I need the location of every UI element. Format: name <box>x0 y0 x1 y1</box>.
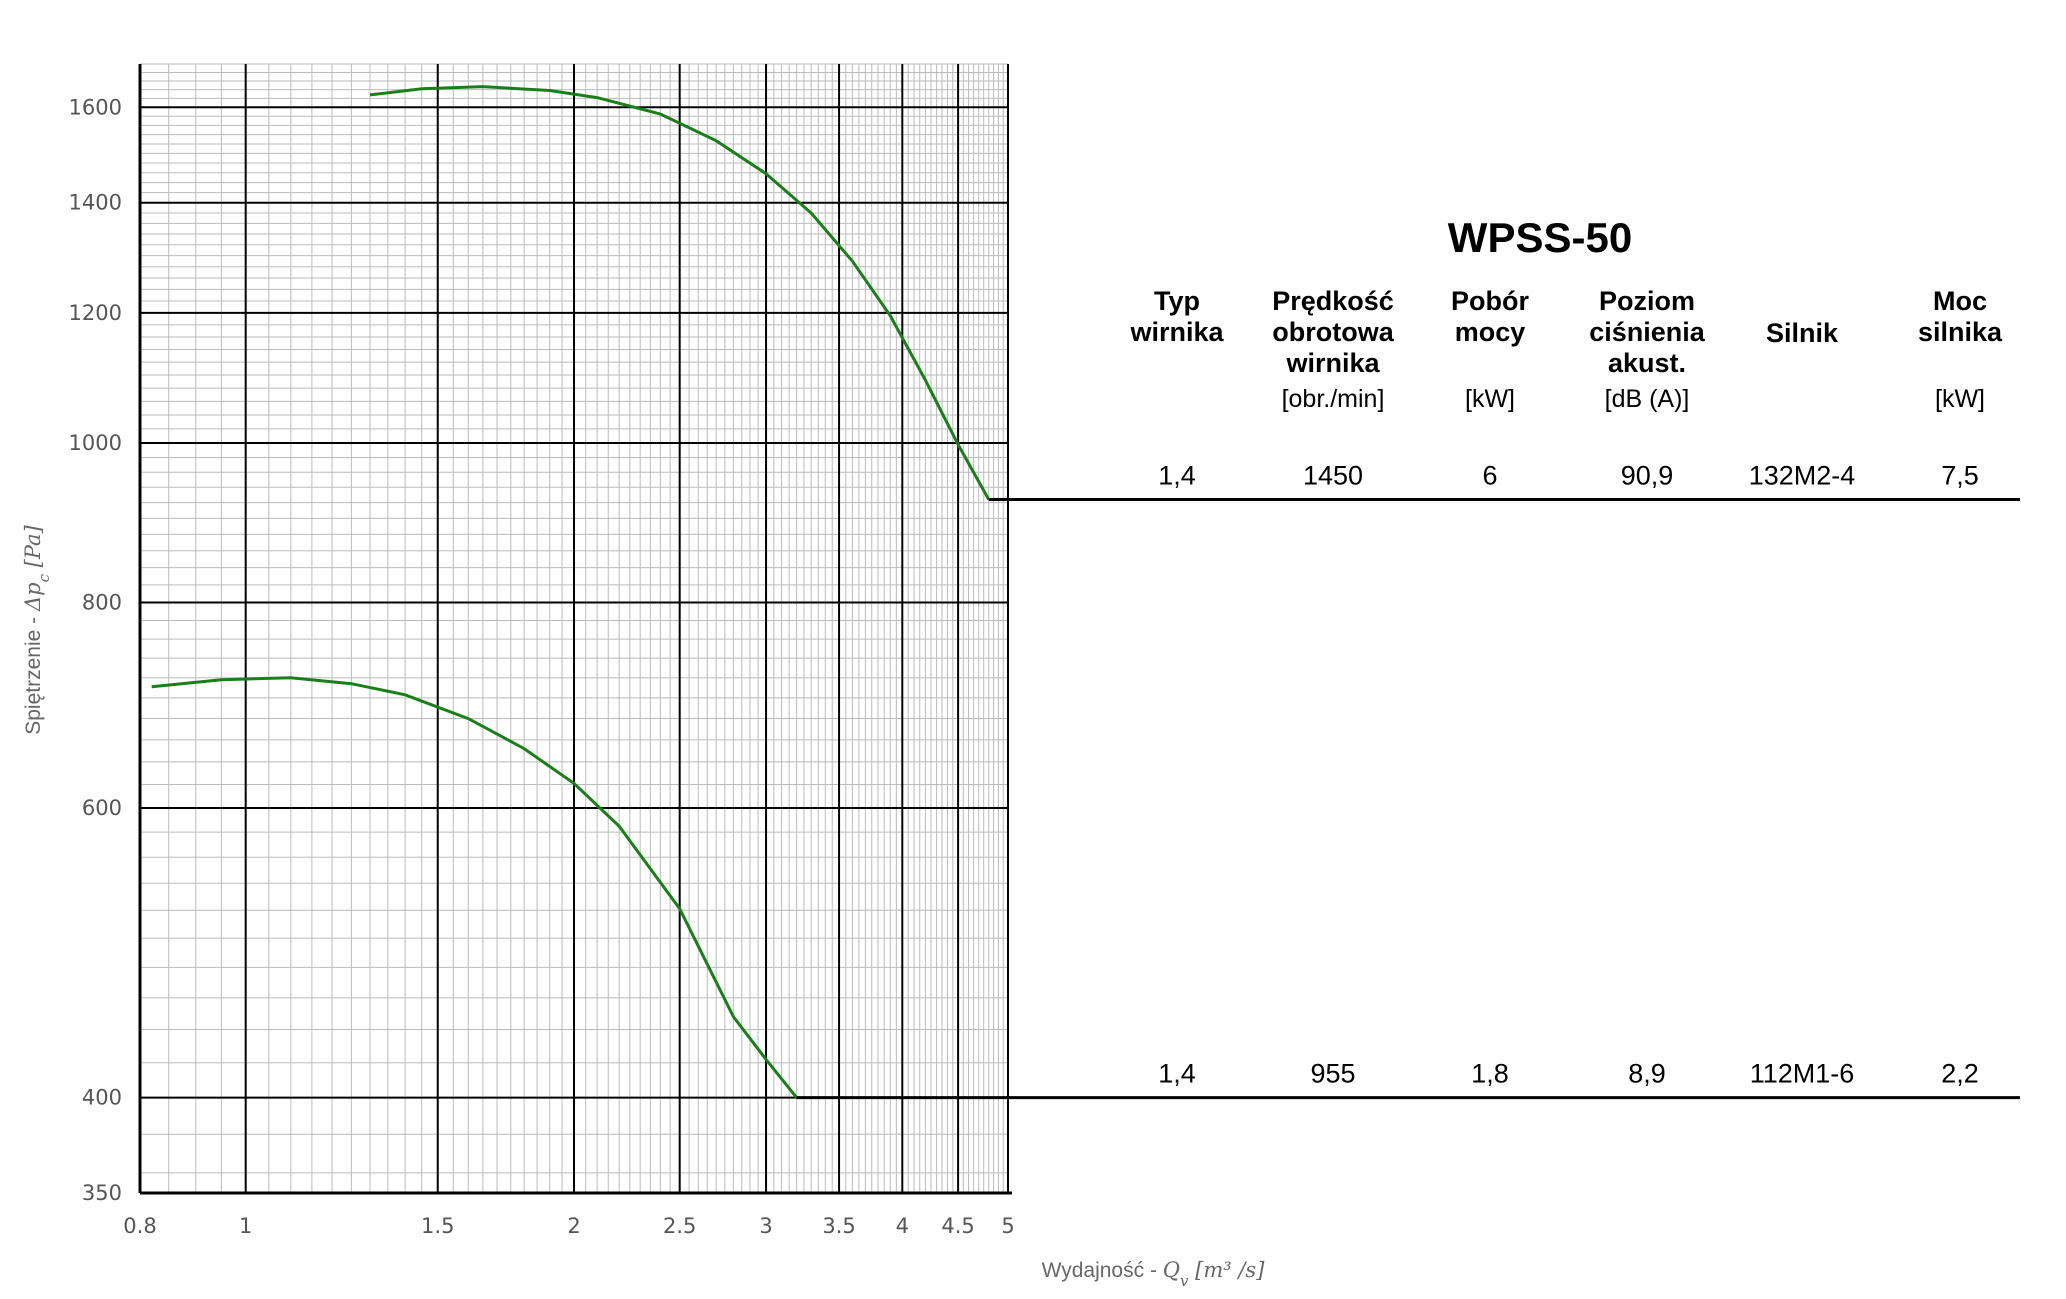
table-header-1: wirnika <box>1129 317 1224 347</box>
table-unit-6: [kW] <box>1935 385 1985 413</box>
x-axis-label: Wydajność - Qv [m³ /s] <box>1042 1258 1266 1290</box>
table-header-6: silnika <box>1918 317 2003 347</box>
table-cell: 1,4 <box>1158 1059 1196 1089</box>
major-grid <box>138 64 1012 1195</box>
table-header-2: Prędkość <box>1272 286 1394 316</box>
table-header-3: Pobór <box>1451 286 1529 316</box>
table-cell: 8,9 <box>1628 1059 1666 1089</box>
performance-table: TypwirnikaPrędkośćobrotowawirnika[obr./m… <box>1129 286 2003 1089</box>
table-header-5: Silnik <box>1766 318 1839 348</box>
y-tick-label: 1600 <box>69 95 122 119</box>
x-tick-label: 5 <box>1001 1214 1014 1238</box>
chart-title: WPSS-50 <box>1448 214 1632 261</box>
y-axis-label: Spiętrzenie - Δpc [Pa] <box>21 524 53 734</box>
y-tick-label: 400 <box>82 1086 122 1110</box>
table-cell: 955 <box>1310 1059 1355 1089</box>
x-tick-label: 2 <box>567 1214 580 1238</box>
table-header-2: wirnika <box>1285 348 1380 378</box>
table-header-3: mocy <box>1455 317 1526 347</box>
table-header-1: Typ <box>1154 286 1200 316</box>
y-tick-label: 600 <box>82 796 122 820</box>
table-header-4: ciśnienia <box>1589 317 1706 347</box>
table-unit-4: [dB (A)] <box>1605 385 1690 413</box>
table-cell: 90,9 <box>1621 461 1674 491</box>
x-tick-label: 0.8 <box>123 1214 156 1238</box>
table-cell: 6 <box>1482 461 1497 491</box>
table-cell: 2,2 <box>1941 1059 1979 1089</box>
table-cell: 112M1-6 <box>1750 1059 1855 1089</box>
x-tick-label: 3 <box>759 1214 772 1238</box>
x-tick-label: 2.5 <box>663 1214 696 1238</box>
x-tick-label: 4 <box>896 1214 909 1238</box>
y-tick-label: 1000 <box>69 431 122 455</box>
curves <box>151 85 2020 1100</box>
y-tick-label: 1400 <box>69 191 122 215</box>
fan-curve-2 <box>151 676 798 1099</box>
table-header-2: obrotowa <box>1272 317 1394 347</box>
y-tick-label: 350 <box>82 1181 122 1205</box>
table-cell: 1,8 <box>1471 1059 1509 1089</box>
x-tick-label: 4.5 <box>941 1214 974 1238</box>
x-tick-label: 1.5 <box>421 1214 454 1238</box>
fan-curve-1 <box>369 85 991 501</box>
table-header-4: Poziom <box>1599 286 1695 316</box>
table-unit-3: [kW] <box>1465 385 1515 413</box>
x-tick-label: 1 <box>239 1214 252 1238</box>
table-unit-2: [obr./min] <box>1282 385 1385 413</box>
tick-labels: 0.8 1 1.5 2 2.5 3 3.5 4 4.5 5 350 400 600 800 1000 1200… <box>69 95 1015 1238</box>
table-cell: 1450 <box>1303 461 1363 491</box>
y-tick-label: 1200 <box>69 301 122 325</box>
y-tick-label: 800 <box>82 590 122 614</box>
table-header-4: akust. <box>1608 348 1686 378</box>
table-cell: 132M2-4 <box>1749 461 1856 491</box>
table-header-6: Moc <box>1933 286 1987 316</box>
table-cell: 7,5 <box>1941 461 1979 491</box>
x-tick-label: 3.5 <box>822 1214 855 1238</box>
table-cell: 1,4 <box>1158 461 1196 491</box>
